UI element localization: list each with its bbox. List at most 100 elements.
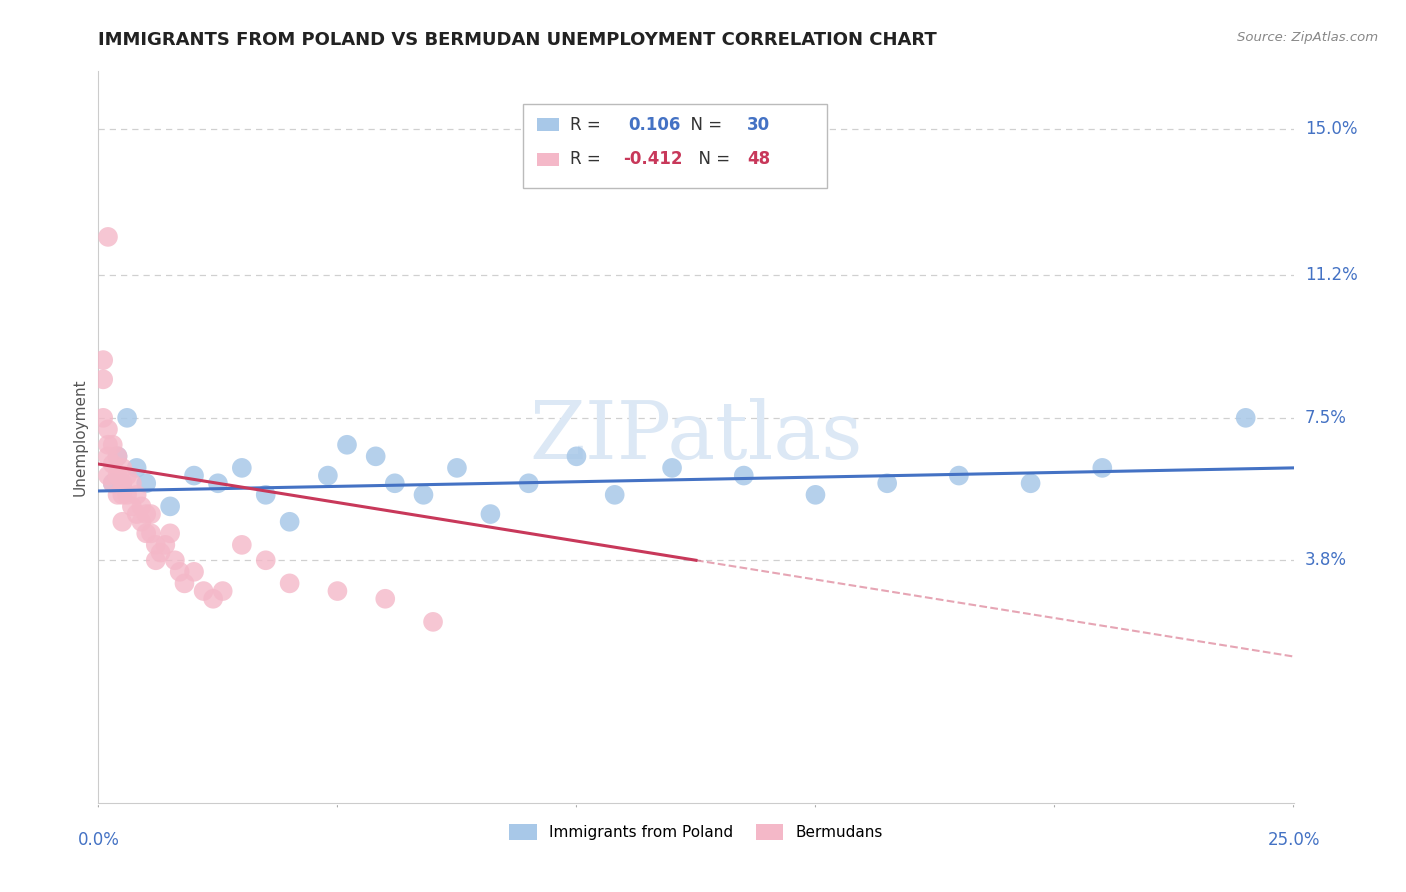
Point (107, 450, 129, 464)
Point (101, 476, 124, 491)
Point (111, 461, 134, 475)
Point (149, 545, 172, 559)
Point (336, 438, 359, 452)
Text: 25.0%: 25.0% (1267, 830, 1320, 848)
Point (316, 468, 339, 483)
Point (111, 515, 134, 529)
Point (169, 565, 191, 579)
Text: 0.0%: 0.0% (77, 830, 120, 848)
Point (121, 476, 143, 491)
Point (139, 526, 162, 541)
Point (131, 500, 153, 514)
Text: R =: R = (571, 150, 606, 168)
Bar (537, 153, 558, 166)
Text: Source: ZipAtlas.com: Source: ZipAtlas.com (1237, 31, 1378, 45)
Point (139, 507, 162, 521)
Text: ZIPatlas: ZIPatlas (529, 398, 863, 476)
Point (517, 476, 540, 491)
Point (115, 488, 138, 502)
Text: 30: 30 (748, 116, 770, 134)
Point (111, 476, 134, 491)
Point (446, 461, 468, 475)
Point (207, 476, 229, 491)
Point (374, 591, 396, 606)
Point (125, 488, 148, 502)
Point (97, 230, 120, 244)
Point (231, 461, 253, 475)
Point (948, 468, 970, 483)
Bar (537, 118, 558, 131)
Point (145, 538, 167, 552)
Point (163, 553, 186, 567)
Point (202, 591, 225, 606)
Point (155, 538, 177, 552)
Point (159, 526, 181, 541)
Point (125, 507, 148, 521)
Point (111, 476, 134, 491)
Text: -0.412: -0.412 (623, 150, 682, 168)
Point (101, 438, 124, 452)
Point (135, 526, 157, 541)
Point (412, 488, 434, 502)
Point (125, 461, 148, 475)
Point (91, 372, 114, 386)
Point (135, 476, 157, 491)
Text: 0.106: 0.106 (628, 116, 681, 134)
Point (97, 422, 120, 436)
Point (121, 500, 143, 514)
Point (97, 438, 120, 452)
Point (422, 615, 444, 629)
Point (364, 450, 387, 464)
Point (159, 500, 181, 514)
Point (565, 450, 588, 464)
Point (384, 476, 406, 491)
Point (107, 488, 129, 502)
FancyBboxPatch shape (523, 104, 827, 188)
Point (91, 353, 114, 368)
Text: 48: 48 (748, 150, 770, 168)
Y-axis label: Unemployment: Unemployment (72, 378, 87, 496)
Point (326, 584, 349, 599)
Text: R =: R = (571, 116, 612, 134)
Text: IMMIGRANTS FROM POLAND VS BERMUDAN UNEMPLOYMENT CORRELATION CHART: IMMIGRANTS FROM POLAND VS BERMUDAN UNEMP… (98, 31, 938, 49)
Point (733, 468, 755, 483)
Point (183, 565, 205, 579)
Point (91, 410, 114, 425)
Text: 3.8%: 3.8% (1305, 551, 1347, 569)
Point (1091, 461, 1114, 475)
Text: N =: N = (681, 116, 728, 134)
Point (115, 410, 138, 425)
Point (254, 488, 277, 502)
Point (804, 488, 827, 502)
Text: 7.5%: 7.5% (1305, 409, 1347, 427)
Point (193, 584, 215, 599)
Point (661, 461, 683, 475)
Point (479, 507, 502, 521)
Point (173, 576, 195, 591)
Text: N =: N = (688, 150, 735, 168)
Point (876, 476, 898, 491)
Point (111, 488, 134, 502)
Point (131, 515, 153, 529)
Point (278, 515, 301, 529)
Point (1019, 476, 1042, 491)
Point (107, 468, 129, 483)
Point (101, 476, 124, 491)
Point (97, 468, 120, 483)
Point (231, 538, 253, 552)
Point (603, 488, 626, 502)
Text: 11.2%: 11.2% (1305, 267, 1357, 285)
Point (278, 576, 301, 591)
Legend: Immigrants from Poland, Bermudans: Immigrants from Poland, Bermudans (503, 818, 889, 847)
Point (183, 468, 205, 483)
Point (115, 468, 138, 483)
Text: 15.0%: 15.0% (1305, 120, 1357, 138)
Point (107, 450, 129, 464)
Point (101, 457, 124, 471)
Point (97, 450, 120, 464)
Point (135, 507, 157, 521)
Point (211, 584, 233, 599)
Point (254, 553, 277, 567)
Point (1234, 410, 1257, 425)
Point (145, 553, 167, 567)
